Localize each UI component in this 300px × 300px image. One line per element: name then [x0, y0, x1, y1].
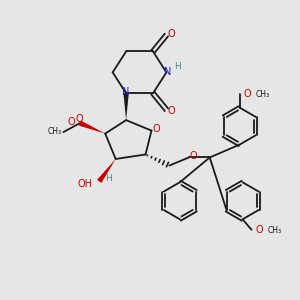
Text: O: O	[168, 29, 175, 39]
Text: CH₃: CH₃	[268, 226, 282, 236]
Text: O: O	[168, 106, 175, 116]
Text: O: O	[244, 88, 251, 99]
Text: N: N	[164, 68, 172, 77]
Text: CH₃: CH₃	[256, 90, 270, 99]
Text: O: O	[75, 114, 83, 124]
Polygon shape	[123, 93, 129, 120]
Text: O: O	[189, 151, 197, 161]
Polygon shape	[79, 121, 105, 134]
Text: OH: OH	[78, 179, 93, 189]
Text: CH₃: CH₃	[48, 127, 62, 136]
Text: O: O	[153, 124, 160, 134]
Text: H: H	[174, 62, 181, 71]
Text: O: O	[68, 117, 75, 127]
Text: N: N	[122, 87, 130, 97]
Text: O: O	[255, 225, 263, 235]
Text: H: H	[105, 175, 112, 184]
Polygon shape	[97, 159, 116, 183]
